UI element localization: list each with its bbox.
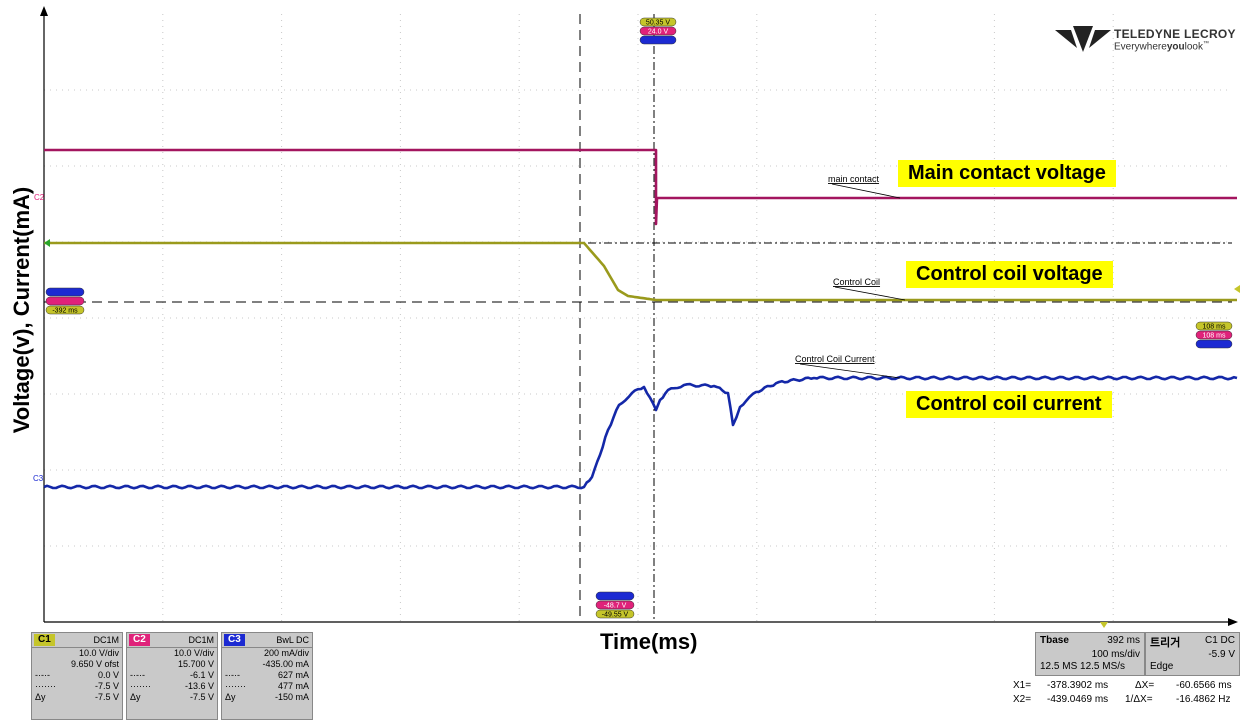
grid	[44, 14, 1232, 622]
bottom-readout-pill	[595, 609, 635, 619]
offset: -435.00 mA	[262, 659, 309, 669]
channel-panel-c3[interactable]: C3 BwL DC 200 mA/div -435.00 mA -·-·- 627 …	[221, 632, 313, 720]
leader-line	[799, 363, 901, 379]
logo-brand: TELEDYNE LECROY	[1114, 27, 1236, 41]
cursor-value: -6.1 V	[189, 670, 214, 680]
coupling: DC1M	[188, 635, 214, 645]
cursor-value: 627 mA	[277, 670, 309, 680]
y-axis-arrow-icon	[40, 6, 48, 16]
top-readout-pill	[639, 35, 677, 45]
sample-rate: 12.5 MS 12.5 MS/s	[1040, 661, 1126, 672]
right-readout-pill	[1195, 330, 1233, 340]
left-readout-pill	[45, 305, 85, 315]
right-readout-text: 108 ms	[1203, 333, 1226, 340]
cursor-key: -·-·-	[35, 670, 50, 680]
x-axis-arrow-icon	[1228, 618, 1238, 626]
left-readout-pill	[45, 296, 85, 306]
trace-label-c2: main contact	[828, 174, 880, 184]
channel-tag-c3[interactable]: C3	[224, 634, 245, 646]
coupling: DC1M	[93, 635, 119, 645]
left-readout-text: -392 ms	[52, 308, 78, 315]
timebase-div: 100 ms/div	[1091, 649, 1140, 660]
timebase-panel[interactable]: Tbase 392 ms 100 ms/div 12.5 MS 12.5 MS/…	[1035, 632, 1145, 676]
inv-dx-value: -16.4862 Hz	[1176, 694, 1231, 705]
c1-level-arrow-icon	[44, 239, 50, 247]
leader-line	[834, 286, 906, 301]
delta-key: Δy	[35, 692, 46, 702]
right-readout-pill	[1195, 339, 1233, 349]
dx-label: ΔX=	[1135, 680, 1155, 691]
x-axis-label: Time(ms)	[600, 629, 698, 654]
delta-value: -7.5 V	[94, 692, 119, 702]
timebase-value: 392 ms	[1107, 635, 1140, 646]
bottom-readout-text: -48.7 V	[604, 603, 627, 610]
annotation-control-coil-current: Control coil current	[906, 391, 1112, 418]
channel-panel-c1[interactable]: C1 DC1M 10.0 V/div 9.650 V ofst -·-·- 0.0 …	[31, 632, 123, 720]
channel-marker-c2: C2	[34, 193, 45, 202]
annotation-control-coil-voltage: Control coil voltage	[906, 261, 1113, 288]
delta-key: Δy	[130, 692, 141, 702]
top-readout-text: 24.0 V	[648, 29, 669, 36]
right-readout-pill	[1195, 321, 1233, 331]
trigger-label: 트리거	[1150, 637, 1181, 649]
cursor-key: -·-·-	[130, 670, 145, 680]
cursor-value: 0.0 V	[97, 670, 119, 680]
timebase-label: Tbase	[1040, 635, 1069, 646]
delta-value: -7.5 V	[189, 692, 214, 702]
trace-c1	[44, 241, 1237, 302]
trigger-position-arrow-icon	[1100, 622, 1108, 628]
top-readout-text: 50.35 V	[646, 20, 670, 27]
top-readout-pill	[639, 26, 677, 36]
channel-panel-c2[interactable]: C2 DC1M 10.0 V/div 15.700 V -·-·- -6.1 V ·…	[126, 632, 218, 720]
logo-tagline: Everywhereyoulook™	[1114, 41, 1209, 53]
delta-key: Δy	[225, 692, 236, 702]
teledyne-lecroy-logo-icon	[1055, 26, 1111, 52]
trigger-source: C1 DC	[1204, 635, 1235, 646]
offset: 9.650 V ofst	[70, 659, 119, 669]
trace-label-c3: Control Coil Current	[795, 354, 875, 364]
channel-tag-c1[interactable]: C1	[34, 634, 55, 646]
offset: 15.700 V	[177, 659, 214, 669]
dx-value: -60.6566 ms	[1176, 680, 1232, 691]
y-axis-label: Voltage(v), Current(mA)	[9, 186, 34, 434]
trace-label-c1: Control Coil	[833, 277, 880, 287]
coupling: BwL DC	[276, 635, 309, 645]
inv-dx-label: 1/ΔX=	[1125, 694, 1153, 705]
cursor-value: 477 mA	[277, 681, 309, 691]
right-readout-text: 108 ms	[1203, 324, 1226, 331]
trigger-level-arrow-icon	[1234, 285, 1240, 293]
trace-c3	[43, 375, 1238, 490]
volts-per-div: 10.0 V/div	[173, 648, 214, 658]
left-readout-pill	[45, 287, 85, 297]
cursor-key: -·-·-	[225, 670, 240, 680]
cursor-value: -13.6 V	[184, 681, 214, 691]
annotation-main-contact-voltage: Main contact voltage	[898, 160, 1116, 187]
bottom-readout-pill	[595, 600, 635, 610]
bottom-readout-pill	[595, 591, 635, 601]
channel-tag-c2[interactable]: C2	[129, 634, 150, 646]
trace-c2	[44, 148, 1237, 226]
cursor-value: -7.5 V	[94, 681, 119, 691]
x2-label: X2=	[1013, 694, 1032, 705]
volts-per-div: 10.0 V/div	[78, 648, 119, 658]
cursor-key: ·······	[225, 681, 246, 691]
trigger-mode: Edge	[1150, 661, 1174, 672]
bottom-readout-text: -49.55 V	[602, 612, 629, 619]
trigger-level: -5.9 V	[1208, 649, 1235, 660]
top-readout-pill	[639, 17, 677, 27]
x1-label: X1=	[1013, 680, 1032, 691]
x2-value: -439.0469 ms	[1047, 694, 1109, 705]
axes	[40, 6, 1238, 626]
trigger-panel[interactable]: 트리거 C1 DC -5.9 V Edge	[1145, 632, 1240, 676]
channel-marker-c3: C3	[33, 474, 44, 483]
delta-value: -150 mA	[274, 692, 309, 702]
amps-per-div: 200 mA/div	[263, 648, 309, 658]
leader-line	[831, 183, 901, 199]
cursor-key: ·······	[130, 681, 151, 691]
cursor-key: ·······	[35, 681, 56, 691]
x1-value: -378.3902 ms	[1047, 680, 1109, 691]
